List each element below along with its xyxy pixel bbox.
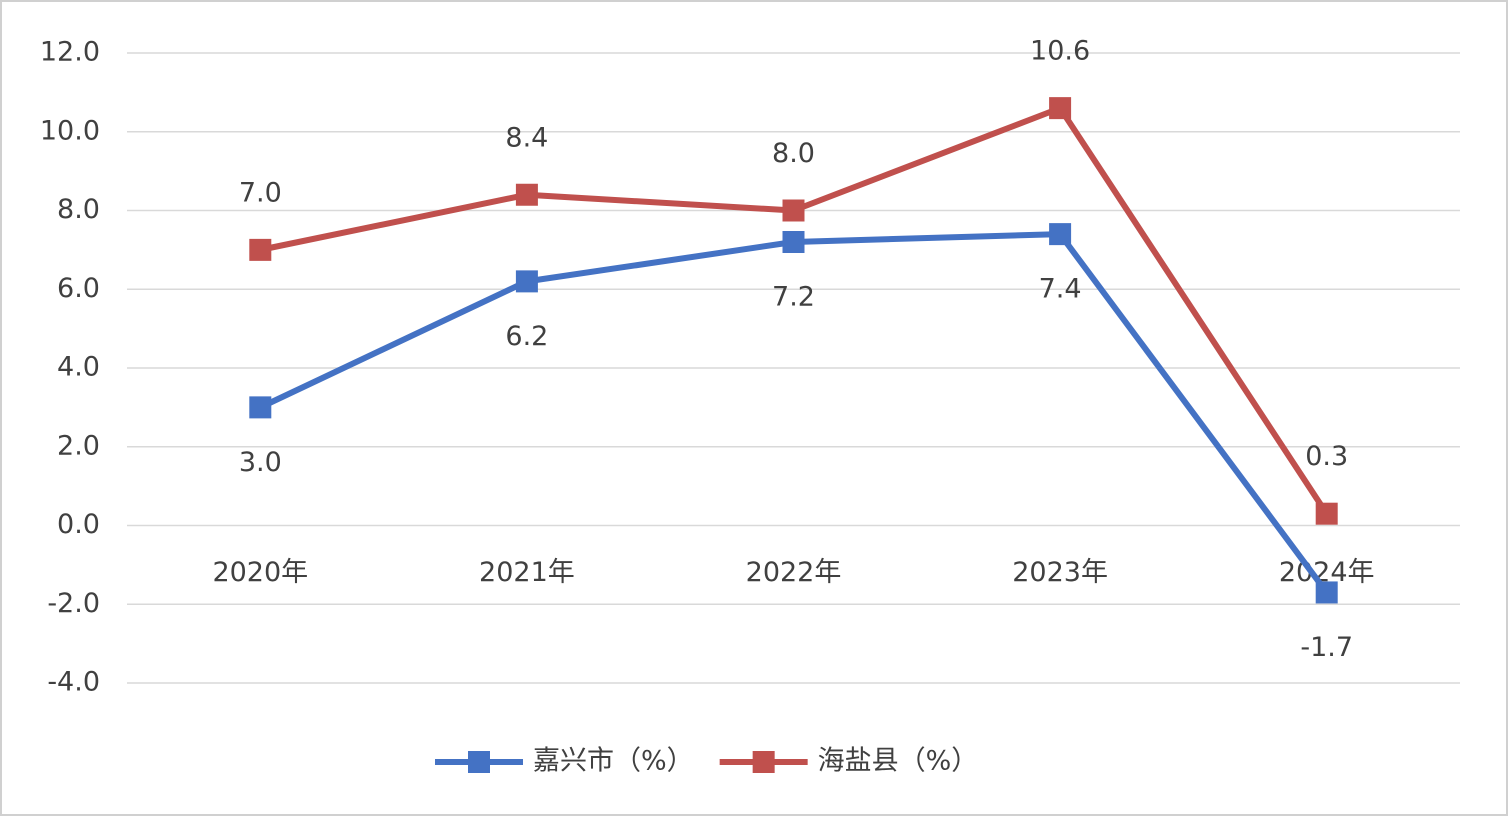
x-tick-label: 2020年 [212,557,308,588]
y-tick-label: 0.0 [57,509,100,540]
data-label: 7.2 [772,282,815,313]
marker [515,183,538,206]
y-tick-label: 2.0 [57,430,100,461]
marker [249,396,272,419]
marker [782,199,805,222]
marker [782,231,805,253]
marker [249,238,272,261]
marker [1049,97,1072,120]
marker [1049,223,1072,246]
x-tick-label: 2021年 [479,557,575,588]
data-label: 3.0 [239,447,282,478]
data-label: 10.6 [1030,36,1090,67]
x-tick-label: 2023年 [1012,557,1108,588]
data-label: 7.0 [239,177,282,208]
data-label: -1.7 [1300,632,1353,663]
legend-swatch-marker [752,751,775,773]
y-tick-label: 8.0 [57,194,100,225]
marker [515,270,538,293]
y-tick-label: 6.0 [57,273,100,304]
y-tick-label: -2.0 [47,588,100,619]
x-tick-label: 2022年 [746,557,842,588]
y-tick-label: 10.0 [40,115,100,146]
y-tick-label: -4.0 [47,667,100,698]
data-label: 7.4 [1039,274,1082,305]
data-label: 0.3 [1305,441,1348,472]
y-tick-label: 12.0 [40,37,100,68]
data-label: 8.0 [772,138,815,169]
legend-swatch-marker [468,751,490,773]
legend-label: 海盐县（%） [818,746,979,777]
data-label: 6.2 [505,321,548,352]
marker [1315,502,1338,525]
marker [1315,581,1338,604]
y-tick-label: 4.0 [57,352,100,383]
data-label: 8.4 [505,122,548,153]
legend-label: 嘉兴市（%） [533,746,694,777]
